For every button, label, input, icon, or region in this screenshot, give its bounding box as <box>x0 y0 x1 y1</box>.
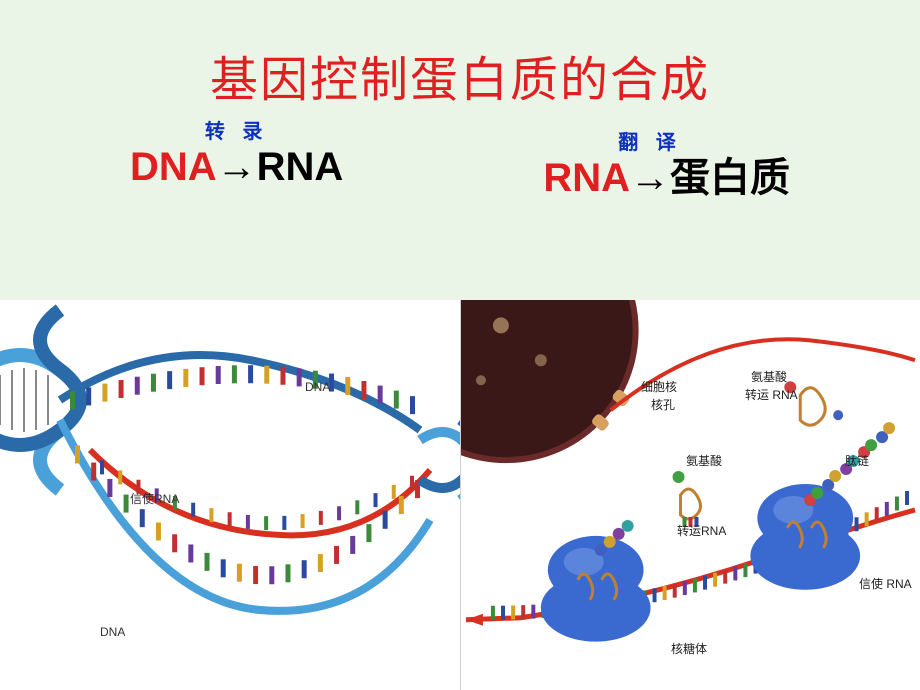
label-ribosome: 核糖体 <box>671 640 707 657</box>
proc-to: 蛋白质 <box>670 145 790 203</box>
label-trna: 转运 RNA <box>745 386 798 403</box>
proc-arrow-wrap: 翻 译 → <box>630 156 670 201</box>
figure-transcription: DNA 信使RNA DNA <box>0 300 460 690</box>
transcription-svg <box>0 300 460 690</box>
proc-arrow: → <box>217 145 257 189</box>
process-row: DNA 转 录 → RNA RNA 翻 译 → 蛋白质 <box>0 145 920 203</box>
proc-to: RNA <box>257 145 344 190</box>
helix-right-icon <box>420 420 460 500</box>
figure-translation: 细胞核 核孔 氨基酸 转运 RNA 氨基酸 转运RNA 肽链 信使 RNA 核糖… <box>460 300 920 690</box>
page-title: 基因控制蛋白质的合成 <box>0 0 920 110</box>
proc-sup: 翻 译 <box>618 126 682 155</box>
label-mrna: 信使RNA <box>130 490 179 507</box>
mid-trna-icon <box>673 471 701 527</box>
helix-left-icon <box>0 310 80 490</box>
label-mrna: 信使 RNA <box>859 575 912 592</box>
label-dna-top: DNA <box>305 380 330 394</box>
label-pore: 核孔 <box>651 396 675 413</box>
translation-svg <box>461 300 920 690</box>
label-nucleus: 细胞核 <box>641 378 677 395</box>
label-aa2: 氨基酸 <box>686 452 722 469</box>
proc-arrow-wrap: 转 录 → <box>217 145 257 190</box>
process-transcription: DNA 转 录 → RNA <box>130 145 343 203</box>
label-trna2: 转运RNA <box>677 522 726 539</box>
label-dna-bottom: DNA <box>100 625 125 639</box>
figures-row: DNA 信使RNA DNA <box>0 300 920 690</box>
arrow-icon <box>466 614 483 626</box>
proc-from: RNA <box>543 156 630 201</box>
bases-bottom <box>75 445 420 584</box>
nucleus-icon <box>461 300 636 460</box>
proc-arrow: → <box>630 156 670 200</box>
proc-sup: 转 录 <box>205 115 269 144</box>
process-translation: RNA 翻 译 → 蛋白质 <box>543 145 790 203</box>
label-aa: 氨基酸 <box>751 368 787 385</box>
label-peptide: 肽链 <box>845 452 869 469</box>
proc-from: DNA <box>130 145 217 190</box>
